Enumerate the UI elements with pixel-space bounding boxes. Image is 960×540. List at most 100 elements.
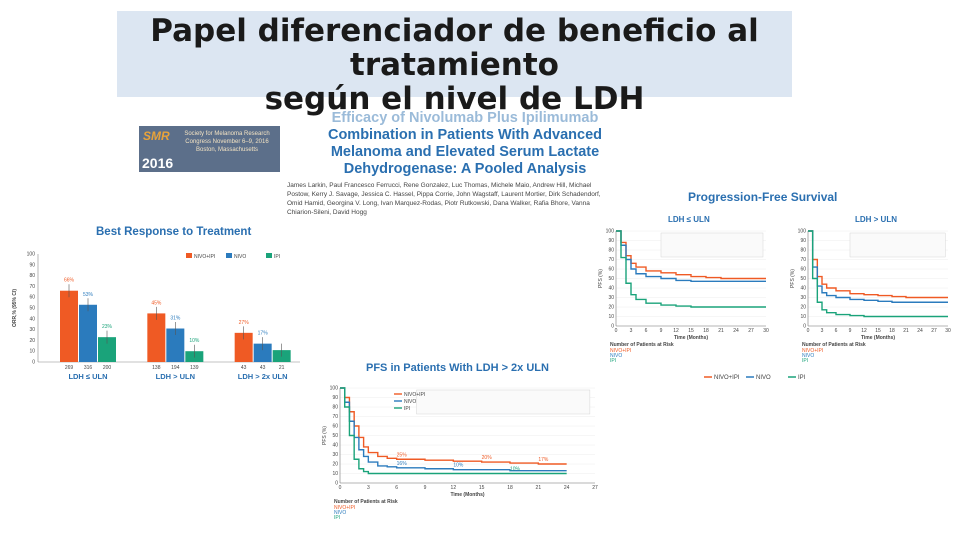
y-tick-label: 40 — [29, 316, 35, 322]
bar-value-label: 10% — [189, 338, 200, 344]
bar-value-label: 45% — [151, 300, 162, 306]
x-tick-label: 3 — [821, 328, 824, 334]
x-tick-label: 21 — [718, 328, 724, 334]
y-tick-label: 100 — [27, 252, 36, 258]
y-tick-label: 40 — [608, 286, 614, 292]
bar-n-label: 43 — [241, 365, 247, 371]
congress-logo: SMR Society for Melanoma Research Congre… — [139, 126, 280, 172]
y-tick-label: 30 — [332, 452, 338, 458]
legend-label: IPI — [274, 254, 280, 260]
x-axis-label: Time (Months) — [450, 492, 484, 498]
y-axis-label: PFS (%) — [790, 269, 796, 288]
risk-row-label: IPI — [802, 358, 808, 364]
y-tick-label: 10 — [332, 471, 338, 477]
slide-title: Papel diferenciador de beneficio al trat… — [117, 14, 792, 116]
km-value-label: 20% — [482, 455, 493, 461]
bar-n-label: 194 — [171, 365, 180, 371]
risk-row-label: NIVO+IPI — [334, 505, 355, 511]
bar — [234, 332, 253, 362]
y-tick-label: 0 — [32, 360, 35, 366]
y-tick-label: 70 — [800, 257, 806, 263]
legend-swatch — [186, 253, 192, 258]
y-tick-label: 40 — [800, 286, 806, 292]
poster-title-line: Melanoma and Elevated Serum Lactate — [330, 144, 600, 160]
y-tick-label: 50 — [332, 433, 338, 439]
x-tick-label: 6 — [395, 485, 398, 491]
legend-label: NIVO — [404, 399, 416, 405]
legend-label: NIVO — [234, 254, 246, 260]
bar — [60, 290, 78, 362]
logo-society: Society for Melanoma Research Congress N… — [184, 131, 270, 153]
km-value-label: 16% — [397, 461, 408, 467]
y-tick-label: 70 — [608, 257, 614, 263]
y-tick-label: 50 — [29, 306, 35, 312]
x-tick-label: 24 — [564, 485, 570, 491]
legend-label: NIVO — [756, 375, 771, 381]
x-tick-label: 15 — [479, 485, 485, 491]
x-axis-label: Time (Months) — [861, 335, 895, 341]
y-tick-label: 80 — [29, 273, 35, 279]
legend-label: IPI — [404, 406, 410, 412]
pfs-legend: NIVO+IPI NIVO IPI — [704, 375, 806, 381]
bar-value-label: 17% — [258, 331, 269, 337]
y-tick-label: 50 — [800, 276, 806, 282]
km-curve — [808, 230, 948, 318]
bar — [147, 313, 166, 362]
y-tick-label: 100 — [330, 386, 339, 392]
poster-title: Efficacy of Nivolumab Plus Ipilimumab Co… — [300, 110, 630, 178]
risk-row-label: NIVO — [334, 510, 346, 516]
x-tick-label: 30 — [763, 328, 769, 334]
y-tick-label: 100 — [798, 229, 807, 235]
bar — [253, 343, 272, 362]
x-tick-label: 0 — [339, 485, 342, 491]
y-tick-label: 90 — [800, 238, 806, 244]
x-tick-label: 15 — [875, 328, 881, 334]
y-tick-label: 80 — [332, 405, 338, 411]
logo-acronym: SMR — [143, 129, 170, 143]
risk-row-label: IPI — [610, 358, 616, 364]
bar-value-label: 53% — [83, 292, 94, 298]
y-tick-label: 0 — [803, 324, 806, 330]
group-label: LDH > 2x ULN — [238, 372, 288, 380]
bar-n-label: 21 — [279, 365, 285, 371]
bar-chart-title: Best Response to Treatment — [96, 226, 252, 238]
y-axis-label: PFS (%) — [322, 426, 328, 445]
y-tick-label: 70 — [332, 414, 338, 420]
x-tick-label: 6 — [645, 328, 648, 334]
x-tick-label: 21 — [903, 328, 909, 334]
risk-row-label: NIVO — [802, 353, 814, 359]
km-curve — [340, 387, 567, 465]
y-tick-label: 100 — [606, 229, 615, 235]
y-tick-label: 30 — [608, 295, 614, 301]
poster-title-line: Dehydrogenase: A Pooled Analysis — [343, 161, 587, 177]
author-list: James Larkin, Paul Francesco Ferrucci, R… — [287, 182, 601, 216]
x-tick-label: 9 — [424, 485, 427, 491]
bar-n-label: 43 — [260, 365, 266, 371]
bar — [98, 337, 116, 362]
x-tick-label: 6 — [835, 328, 838, 334]
risk-row-label: NIVO+IPI — [610, 348, 631, 354]
x-tick-label: 12 — [861, 328, 867, 334]
summary-table — [849, 232, 946, 258]
x-tick-label: 12 — [673, 328, 679, 334]
y-tick-label: 10 — [29, 349, 35, 355]
x-tick-label: 3 — [630, 328, 633, 334]
x-tick-label: 12 — [451, 485, 457, 491]
km-value-label: 10% — [510, 467, 521, 473]
km-curve — [340, 387, 567, 472]
bar — [166, 328, 185, 362]
group-label: LDH > ULN — [156, 372, 195, 380]
y-tick-label: 60 — [608, 267, 614, 273]
km-curve — [340, 387, 567, 475]
x-tick-label: 3 — [367, 485, 370, 491]
slide-title-line: según el nivel de LDH — [264, 81, 645, 117]
bar-value-label: 66% — [64, 278, 75, 284]
y-axis-label: PFS (%) — [598, 269, 604, 288]
km-curve — [616, 230, 766, 308]
x-tick-label: 9 — [849, 328, 852, 334]
y-tick-label: 10 — [800, 314, 806, 320]
x-tick-label: 24 — [917, 328, 923, 334]
y-axis-label: ORR,% (95% CI) — [12, 289, 18, 327]
bar-value-label: 23% — [102, 324, 113, 330]
x-axis-label: Time (Months) — [674, 335, 708, 341]
